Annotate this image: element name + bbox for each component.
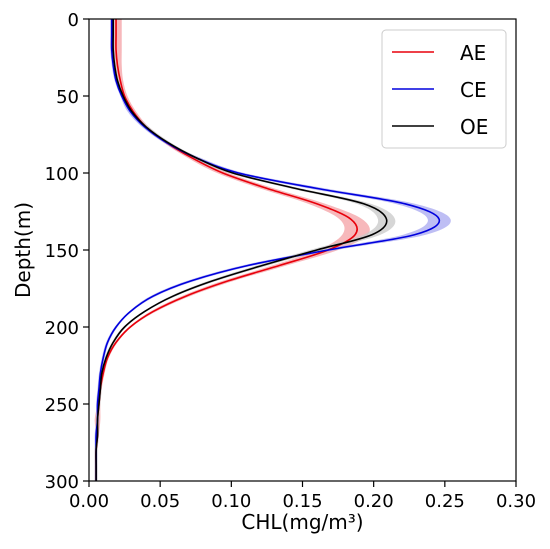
legend: AE CE OE	[381, 29, 507, 149]
y-axis: 0 50 100 150 200 250 300	[45, 10, 89, 493]
y-tick-label: 150	[45, 241, 79, 262]
legend-label-ae: AE	[460, 41, 486, 65]
x-tick-label: 0.25	[425, 491, 465, 512]
y-tick-label: 300	[45, 472, 79, 493]
x-axis: 0.00 0.05 0.10 0.15 0.20 0.25 0.30	[69, 481, 536, 512]
series-line-ce	[95, 18, 441, 481]
x-tick-label: 0.10	[211, 491, 251, 512]
x-tick-label: 0.05	[140, 491, 180, 512]
x-tick-label: 0.00	[69, 491, 109, 512]
series-line-oe	[95, 19, 388, 481]
legend-label-oe: OE	[460, 115, 488, 139]
y-tick-label: 50	[56, 87, 79, 108]
band-oe	[94, 19, 396, 481]
y-tick-label: 0	[68, 10, 79, 31]
series-lines	[95, 18, 441, 481]
y-tick-label: 100	[45, 164, 79, 185]
y-tick-label: 250	[45, 395, 79, 416]
legend-box	[381, 29, 507, 149]
y-axis-label: Depth(m)	[11, 202, 35, 298]
x-tick-label: 0.15	[282, 491, 322, 512]
x-axis-label: CHL(mg/m³)	[241, 510, 363, 534]
legend-label-ce: CE	[460, 78, 487, 102]
y-tick-label: 200	[45, 318, 79, 339]
x-tick-label: 0.30	[496, 491, 536, 512]
x-tick-label: 0.20	[354, 491, 394, 512]
